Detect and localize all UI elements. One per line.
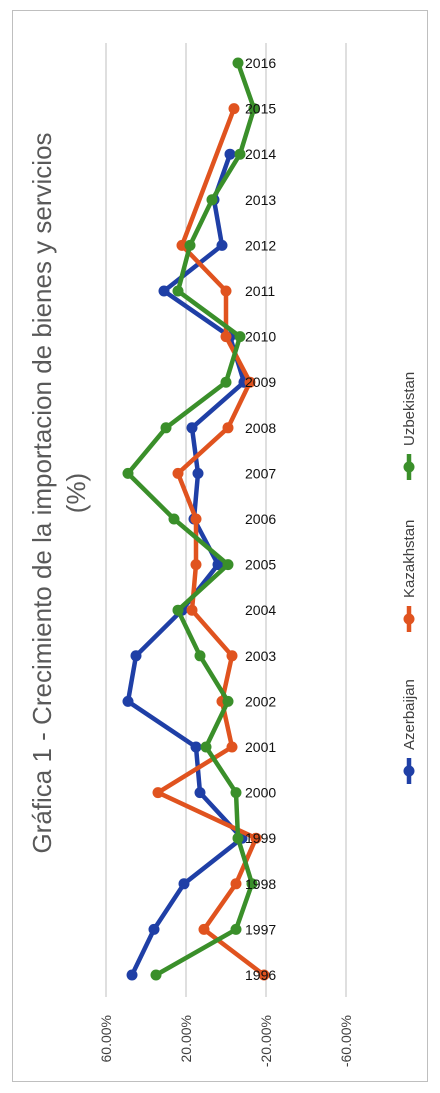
series-uzbekistan: [122, 57, 260, 981]
category-label-2006: 2006: [245, 511, 276, 527]
tick-label-0: 60.00%: [98, 1015, 114, 1062]
category-label-2016: 2016: [245, 55, 276, 71]
point-kazakhstan-1996: [258, 969, 270, 981]
point-kazakhstan-2005: [190, 559, 202, 571]
chart-title-line-1: Gráfica 1 - Crecimiento de la importacio…: [27, 132, 57, 853]
point-uzbekistan-2009: [220, 376, 232, 388]
series-kazakhstan: [152, 103, 270, 981]
point-kazakhstan-2001: [226, 741, 238, 753]
point-uzbekistan-2002: [222, 695, 234, 707]
point-uzbekistan-2011: [172, 285, 184, 297]
category-label-1999: 1999: [245, 830, 276, 846]
point-kazakhstan-2000: [152, 787, 164, 799]
point-kazakhstan-2006: [190, 513, 202, 525]
point-uzbekistan-1998: [246, 878, 258, 890]
point-azerbaijan-1997: [148, 923, 160, 935]
point-kazakhstan-2008: [222, 422, 234, 434]
category-label-2011: 2011: [245, 283, 275, 299]
tick-label-1: 20.00%: [178, 1015, 194, 1062]
point-azerbaijan-2000: [194, 787, 206, 799]
point-azerbaijan-1998: [178, 878, 190, 890]
legend-swatch-marker-kazakhstan: [403, 613, 415, 625]
point-azerbaijan-2005: [212, 559, 224, 571]
category-label-1998: 1998: [245, 876, 276, 892]
point-uzbekistan-1997: [230, 923, 242, 935]
point-uzbekistan-2006: [168, 513, 180, 525]
point-azerbaijan-2002: [122, 695, 134, 707]
category-label-2007: 2007: [245, 465, 276, 481]
point-kazakhstan-1998: [230, 878, 242, 890]
point-uzbekistan-2003: [194, 650, 206, 662]
point-azerbaijan-2014: [224, 148, 236, 160]
point-azerbaijan-2007: [192, 467, 204, 479]
point-uzbekistan-2015: [248, 103, 260, 115]
category-label-2015: 2015: [245, 101, 276, 117]
point-uzbekistan-2008: [160, 422, 172, 434]
point-kazakhstan-1999: [250, 832, 262, 844]
point-kazakhstan-2009: [244, 376, 256, 388]
point-azerbaijan-2011: [158, 285, 170, 297]
category-label-2004: 2004: [245, 602, 276, 618]
category-label-1996: 1996: [245, 967, 276, 983]
point-uzbekistan-2000: [230, 787, 242, 799]
chart-title-line-2: (%): [61, 473, 91, 513]
point-azerbaijan-2008: [186, 422, 198, 434]
point-azerbaijan-2012: [216, 239, 228, 251]
category-labels: 1996 1997 1998 1999 2000 2001 2002 2003 2004 2005…: [245, 55, 276, 983]
legend-label-uzbekistan: Uzbekistan: [401, 372, 418, 446]
chart-frame: 1996 1997 1998 1999 2000 2001 2002 2003 2004 2005…: [12, 10, 428, 1082]
chart-title: Gráfica 1 - Crecimiento de la importacio…: [27, 132, 91, 853]
point-kazakhstan-2004: [186, 604, 198, 616]
point-kazakhstan-1997: [198, 923, 210, 935]
point-uzbekistan-2016: [232, 57, 244, 69]
legend-item-azerbaijan: Azerbaijan: [401, 679, 418, 784]
point-uzbekistan-2001: [200, 741, 212, 753]
point-uzbekistan-2012: [184, 239, 196, 251]
point-uzbekistan-1996: [150, 969, 162, 981]
category-label-1997: 1997: [245, 921, 276, 937]
tick-label-2: -20.00%: [258, 1015, 274, 1067]
point-uzbekistan-2014: [234, 148, 246, 160]
point-kazakhstan-2007: [172, 467, 184, 479]
legend: Azerbaijan Kazakhstan Uzbekistan: [401, 372, 418, 784]
point-kazakhstan-2011: [220, 285, 232, 297]
point-azerbaijan-1996: [126, 969, 138, 981]
legend-swatch-marker-uzbekistan: [403, 461, 415, 473]
legend-swatch-marker-azerbaijan: [403, 765, 415, 777]
legend-item-uzbekistan: Uzbekistan: [401, 372, 418, 480]
legend-item-kazakhstan: Kazakhstan: [401, 520, 418, 632]
point-uzbekistan-2010: [234, 331, 246, 343]
point-azerbaijan-2001: [190, 741, 202, 753]
category-label-2001: 2001: [245, 739, 276, 755]
category-label-2008: 2008: [245, 420, 276, 436]
value-axis-tick-labels: 60.00% 20.00% -20.00% -60.00%: [98, 1015, 354, 1067]
category-label-2009: 2009: [245, 374, 276, 390]
point-uzbekistan-2004: [172, 604, 184, 616]
category-label-2010: 2010: [245, 329, 276, 345]
point-kazakhstan-2010: [220, 331, 232, 343]
tick-label-3: -60.00%: [338, 1015, 354, 1067]
point-uzbekistan-1999: [232, 832, 244, 844]
category-label-2012: 2012: [245, 237, 276, 253]
category-label-2002: 2002: [245, 693, 276, 709]
point-kazakhstan-2003: [226, 650, 238, 662]
legend-label-azerbaijan: Azerbaijan: [401, 679, 418, 750]
gridlines: [105, 43, 347, 997]
point-azerbaijan-2003: [130, 650, 142, 662]
point-uzbekistan-2007: [122, 467, 134, 479]
category-label-2005: 2005: [245, 557, 276, 573]
series-lines: [122, 57, 270, 981]
point-kazakhstan-2015: [228, 103, 240, 115]
line-chart: 1996 1997 1998 1999 2000 2001 2002 2003 2004 2005…: [27, 43, 418, 1067]
category-label-2013: 2013: [245, 192, 276, 208]
point-uzbekistan-2005: [222, 559, 234, 571]
legend-label-kazakhstan: Kazakhstan: [401, 520, 418, 598]
point-kazakhstan-2012: [176, 239, 188, 251]
category-label-2014: 2014: [245, 146, 276, 162]
point-uzbekistan-2013: [206, 194, 218, 206]
category-label-2000: 2000: [245, 785, 276, 801]
category-label-2003: 2003: [245, 648, 276, 664]
